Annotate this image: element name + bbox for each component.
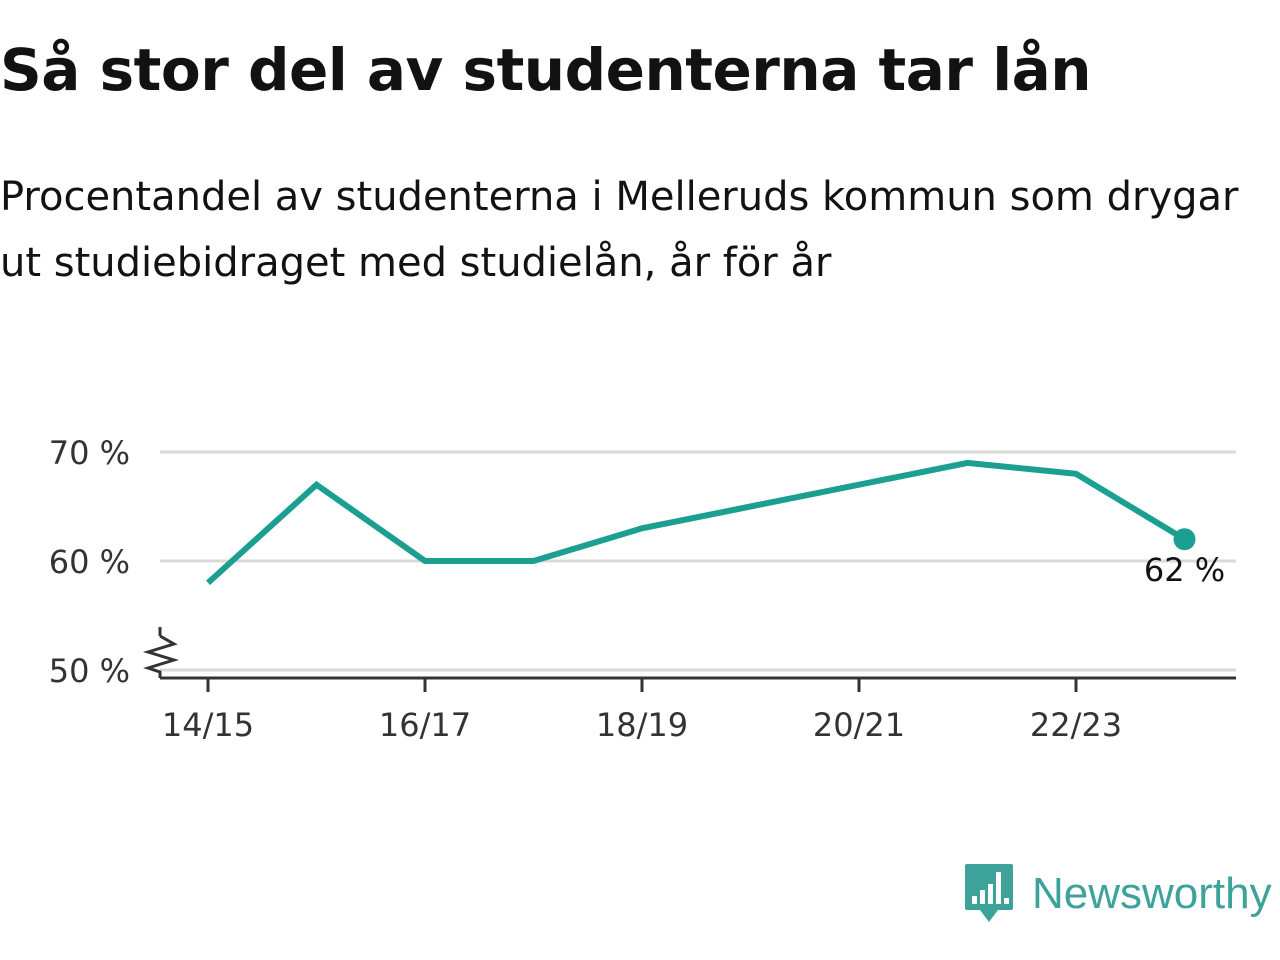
x-tick-label: 22/23 bbox=[1030, 706, 1122, 744]
x-tick-label: 14/15 bbox=[162, 706, 254, 744]
x-tick-label: 18/19 bbox=[596, 706, 688, 744]
series bbox=[205, 459, 1196, 586]
brand-name: Newsworthy bbox=[1032, 869, 1272, 918]
x-tick-label: 16/17 bbox=[379, 706, 471, 744]
end-point-marker bbox=[1173, 528, 1196, 551]
chart-title: Så stor del av studenterna tar lån bbox=[0, 36, 1092, 104]
y-axis-break-icon bbox=[142, 634, 180, 678]
y-tick-label: 60 % bbox=[49, 543, 130, 581]
x-tick-label: 20/21 bbox=[813, 706, 905, 744]
brand-logo: Newsworthy bbox=[964, 862, 1272, 926]
y-tick-label: 70 % bbox=[49, 434, 130, 472]
gridlines bbox=[160, 450, 1236, 672]
end-value-label: 62 % bbox=[1144, 551, 1225, 589]
chart-subtitle: Procentandel av studenterna i Melleruds … bbox=[0, 174, 1239, 286]
newsworthy-logo-icon bbox=[965, 864, 1013, 922]
axes bbox=[142, 627, 1236, 692]
y-tick-label: 50 % bbox=[49, 652, 130, 690]
series-line bbox=[205, 459, 1187, 586]
labels: 50 % 60 % 70 % 14/15 16/17 18/19 20/21 22/23 62 … bbox=[49, 434, 1225, 744]
